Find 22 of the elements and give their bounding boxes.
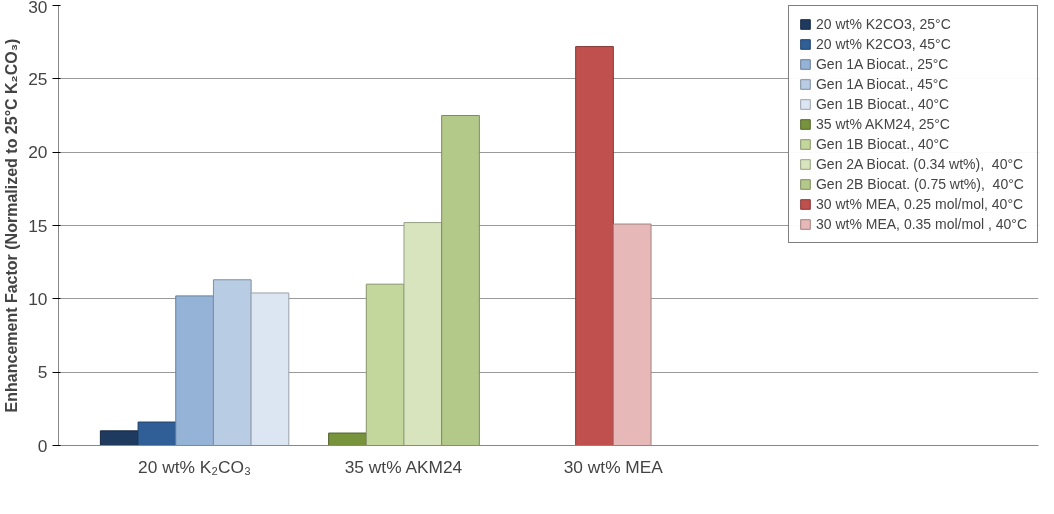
legend-label: 30 wt% MEA, 0.25 mol/mol, 40°C [815, 196, 1024, 212]
y-tick-label: 0 [37, 435, 48, 456]
legend-label: Gen 1B Biocat., 40°C [815, 96, 950, 112]
y-tick-label: 30 [28, 0, 48, 17]
legend-label: Gen 2B Biocat. (0.75 wt%), 40°C [815, 176, 1024, 192]
y-tick-label: 20 [28, 142, 48, 163]
x-tick-label: 30 wt% MEA [563, 456, 664, 477]
legend-label: Gen 1A Biocat., 45°C [815, 76, 949, 92]
legend-label: Gen 1A Biocat., 25°C [815, 56, 949, 72]
x-tick-label: 35 wt% AKM24 [344, 456, 463, 477]
y-tick-label: 10 [28, 288, 48, 309]
legend-label: 20 wt% K2CO3, 25°C [815, 16, 951, 32]
legend-label: Gen 1B Biocat., 40°C [815, 136, 950, 152]
y-tick-label: 5 [37, 362, 48, 383]
legend-label: Gen 2A Biocat. (0.34 wt%), 40°C [815, 156, 1024, 172]
legend-label: 20 wt% K2CO3, 45°C [815, 36, 951, 52]
y-tick-label: 15 [28, 215, 48, 236]
y-tick-label: 25 [28, 68, 48, 89]
legend-label: 30 wt% MEA, 0.35 mol/mol , 40°C [815, 216, 1027, 232]
y-axis-title: Enhancement Factor (Normalized to 25°C K₂CO₃) [3, 38, 21, 413]
legend-label: 35 wt% AKM24, 25°C [815, 116, 950, 132]
x-tick-label: 20 wt% K₂CO₃ [138, 456, 252, 477]
